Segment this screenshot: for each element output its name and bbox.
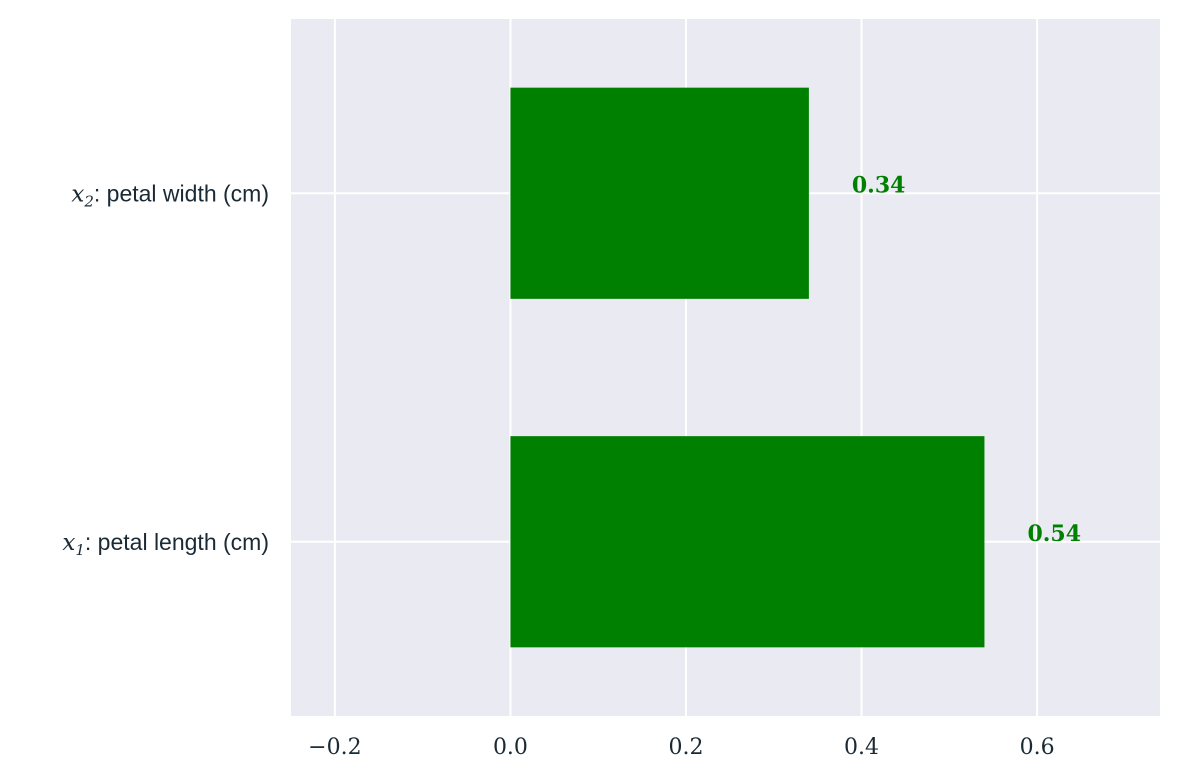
x-tick-label: 0.6 (1020, 735, 1055, 760)
category-variable: x (62, 530, 75, 556)
x-tick-label: 0.2 (669, 735, 704, 760)
bar-value-label: 0.34 (852, 172, 906, 198)
category-name: : petal width (cm) (94, 180, 269, 206)
x-tick-label: 0.4 (844, 735, 879, 760)
bar (510, 87, 809, 299)
x-tick-label: −0.2 (308, 735, 361, 760)
category-label: x1: petal length (cm) (62, 529, 269, 559)
x-axis-tick-labels: −0.2 0.0 0.2 0.4 0.6 (308, 735, 1054, 760)
category-subscript: 2 (83, 192, 94, 210)
bar-value-label: 0.54 (1027, 521, 1081, 547)
bars (510, 87, 985, 648)
value-labels: 0.54 0.34 (852, 172, 1081, 547)
category-name: : petal length (cm) (85, 529, 269, 555)
category-label: x2: petal width (cm) (71, 180, 269, 210)
bar (510, 436, 985, 648)
x-tick-label: 0.0 (493, 735, 528, 760)
y-axis-labels: x1: petal length (cm)x2: petal width (cm… (62, 180, 269, 559)
category-variable: x (71, 181, 84, 207)
category-subscript: 1 (75, 541, 85, 559)
